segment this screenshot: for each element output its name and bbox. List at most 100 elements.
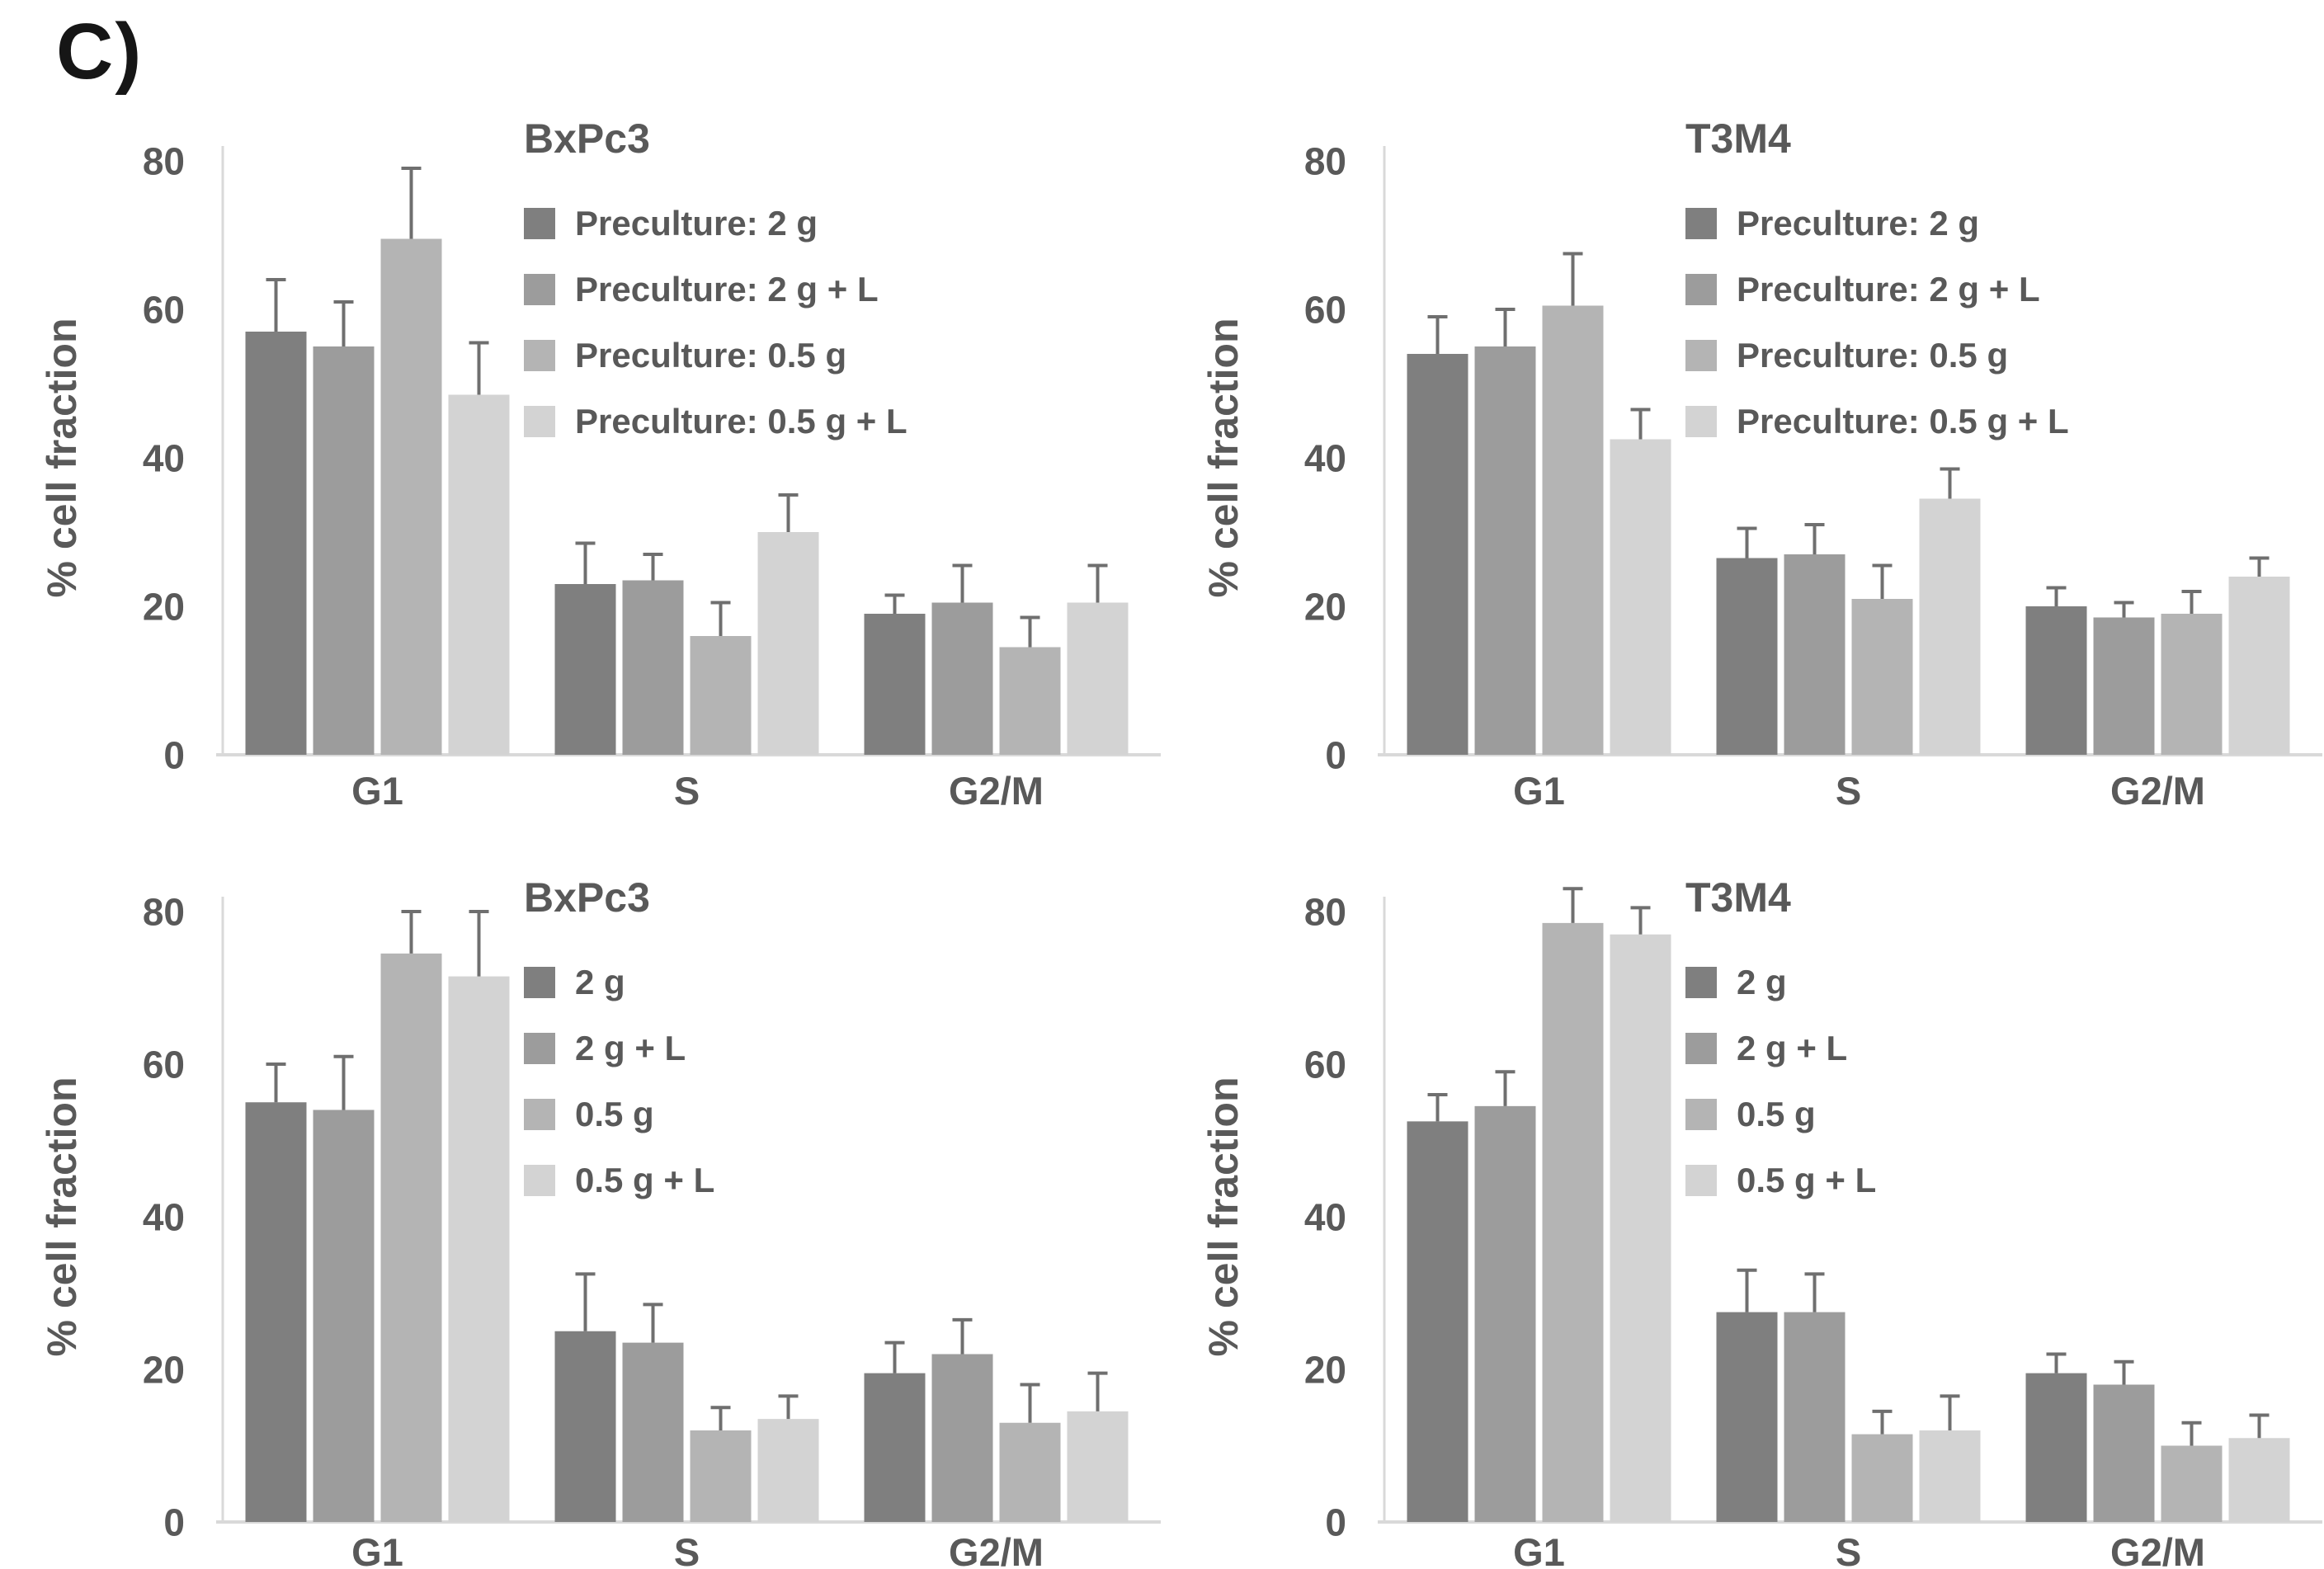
legend-label: 0.5 g + L xyxy=(1737,1161,1876,1199)
panel-title: T3M4 xyxy=(1685,874,1791,921)
legend-label: 0.5 g + L xyxy=(575,1161,714,1199)
bar xyxy=(690,1430,752,1522)
bar xyxy=(245,1102,307,1522)
legend-swatch xyxy=(524,1165,555,1196)
bar xyxy=(757,1419,819,1522)
legend-label: 2 g xyxy=(575,963,625,1001)
chart-panel-top-left-bxpc3: 0 20 40 60 80 % cell fraction BxPc3 Preculture:… xyxy=(0,0,1162,833)
y-tick-label: 40 xyxy=(143,437,185,480)
legend-label: 0.5 g xyxy=(575,1095,654,1133)
category-label: S xyxy=(1836,1530,1861,1569)
bar xyxy=(1610,934,1671,1522)
legend-swatch xyxy=(1685,1099,1717,1130)
bar xyxy=(1784,1312,1846,1522)
bar xyxy=(864,1373,926,1522)
bar xyxy=(554,584,616,755)
legend-label: 2 g xyxy=(1737,963,1787,1001)
bar xyxy=(2093,1384,2155,1522)
y-tick-label: 0 xyxy=(163,734,185,777)
y-tick-label: 20 xyxy=(143,586,185,629)
y-axis-label: % cell fraction xyxy=(1200,318,1247,598)
y-axis-label: % cell fraction xyxy=(39,318,85,598)
legend-swatch xyxy=(1685,1033,1717,1064)
legend-swatch xyxy=(1685,967,1717,998)
y-tick-label: 0 xyxy=(163,1501,185,1544)
y-axis-label: % cell fraction xyxy=(1200,1077,1247,1357)
y-tick-label: 60 xyxy=(143,1044,185,1086)
legend-swatch xyxy=(524,274,555,305)
category-label: G2/M xyxy=(949,769,1044,813)
y-tick-label: 60 xyxy=(143,289,185,332)
bar xyxy=(1784,554,1846,755)
bar xyxy=(2228,577,2290,755)
y-tick-label: 20 xyxy=(143,1349,185,1392)
bar xyxy=(2093,617,2155,755)
chart-svg: 0 20 40 60 80 % cell fraction BxPc3 2 g 2 g + L 0… xyxy=(39,874,1161,1569)
legend-swatch xyxy=(1685,340,1717,371)
bar xyxy=(1067,602,1129,755)
category-label: G2/M xyxy=(949,1530,1044,1569)
legend-label: Preculture: 2 g xyxy=(575,204,818,243)
bar xyxy=(999,1422,1061,1522)
bar xyxy=(554,1331,616,1522)
category-label: G1 xyxy=(1513,769,1565,813)
bar xyxy=(1716,558,1778,755)
bar xyxy=(313,346,375,755)
bar xyxy=(1474,346,1536,755)
y-tick-label: 40 xyxy=(1304,1196,1346,1239)
y-tick-label: 20 xyxy=(1304,1349,1346,1392)
panel-title: BxPc3 xyxy=(524,874,650,921)
bar xyxy=(380,238,442,755)
legend-swatch xyxy=(524,1099,555,1130)
bar xyxy=(864,614,926,755)
bar xyxy=(448,976,510,1522)
legend-label: Preculture: 0.5 g + L xyxy=(1737,402,2069,441)
category-label: G1 xyxy=(351,1530,403,1569)
legend-label: Preculture: 2 g + L xyxy=(1737,270,2040,309)
y-tick-label: 0 xyxy=(1325,734,1346,777)
bar xyxy=(313,1110,375,1522)
panel-title: BxPc3 xyxy=(524,115,650,162)
bar xyxy=(2228,1438,2290,1522)
y-tick-label: 80 xyxy=(1304,891,1346,934)
bar xyxy=(2161,1445,2223,1522)
y-axis-label: % cell fraction xyxy=(39,1077,85,1357)
y-tick-label: 20 xyxy=(1304,586,1346,629)
chart-panel-top-right-t3m4: 0 20 40 60 80 % cell fraction T3M4 Preculture: … xyxy=(1162,0,2324,833)
bar xyxy=(380,953,442,1522)
y-tick-label: 60 xyxy=(1304,289,1346,332)
legend-label: 0.5 g xyxy=(1737,1095,1816,1133)
legend-swatch xyxy=(1685,406,1717,437)
chart-panel-bottom-left-bxpc3: 0 20 40 60 80 % cell fraction BxPc3 2 g 2 g + L 0… xyxy=(0,759,1162,1569)
category-label: G1 xyxy=(1513,1530,1565,1569)
legend-swatch xyxy=(524,208,555,239)
category-label: G1 xyxy=(351,769,403,813)
y-tick-label: 80 xyxy=(143,891,185,934)
legend-swatch xyxy=(1685,1165,1717,1196)
legend-swatch xyxy=(524,340,555,371)
legend-label: Preculture: 0.5 g xyxy=(575,336,846,375)
bar xyxy=(931,1354,993,1522)
bar xyxy=(622,1342,684,1522)
bar xyxy=(1851,1434,1913,1522)
y-tick-label: 40 xyxy=(143,1196,185,1239)
chart-panel-bottom-right-t3m4: 0 20 40 60 80 % cell fraction T3M4 2 g 2 g + L 0.… xyxy=(1162,759,2324,1569)
bar xyxy=(1919,1430,1981,1522)
bar xyxy=(1851,599,1913,755)
y-tick-label: 80 xyxy=(143,140,185,183)
bar xyxy=(245,332,307,755)
category-label: S xyxy=(674,1530,700,1569)
y-tick-label: 40 xyxy=(1304,437,1346,480)
legend-label: Preculture: 0.5 g + L xyxy=(575,402,907,441)
bar xyxy=(1474,1105,1536,1522)
bar xyxy=(931,602,993,755)
bar xyxy=(1542,305,1604,755)
bar xyxy=(690,636,752,755)
bar xyxy=(1067,1411,1129,1522)
legend-label: 2 g + L xyxy=(1737,1029,1847,1067)
legend-swatch xyxy=(524,406,555,437)
category-label: S xyxy=(674,769,700,813)
bar xyxy=(999,647,1061,755)
panel-title: T3M4 xyxy=(1685,115,1791,162)
